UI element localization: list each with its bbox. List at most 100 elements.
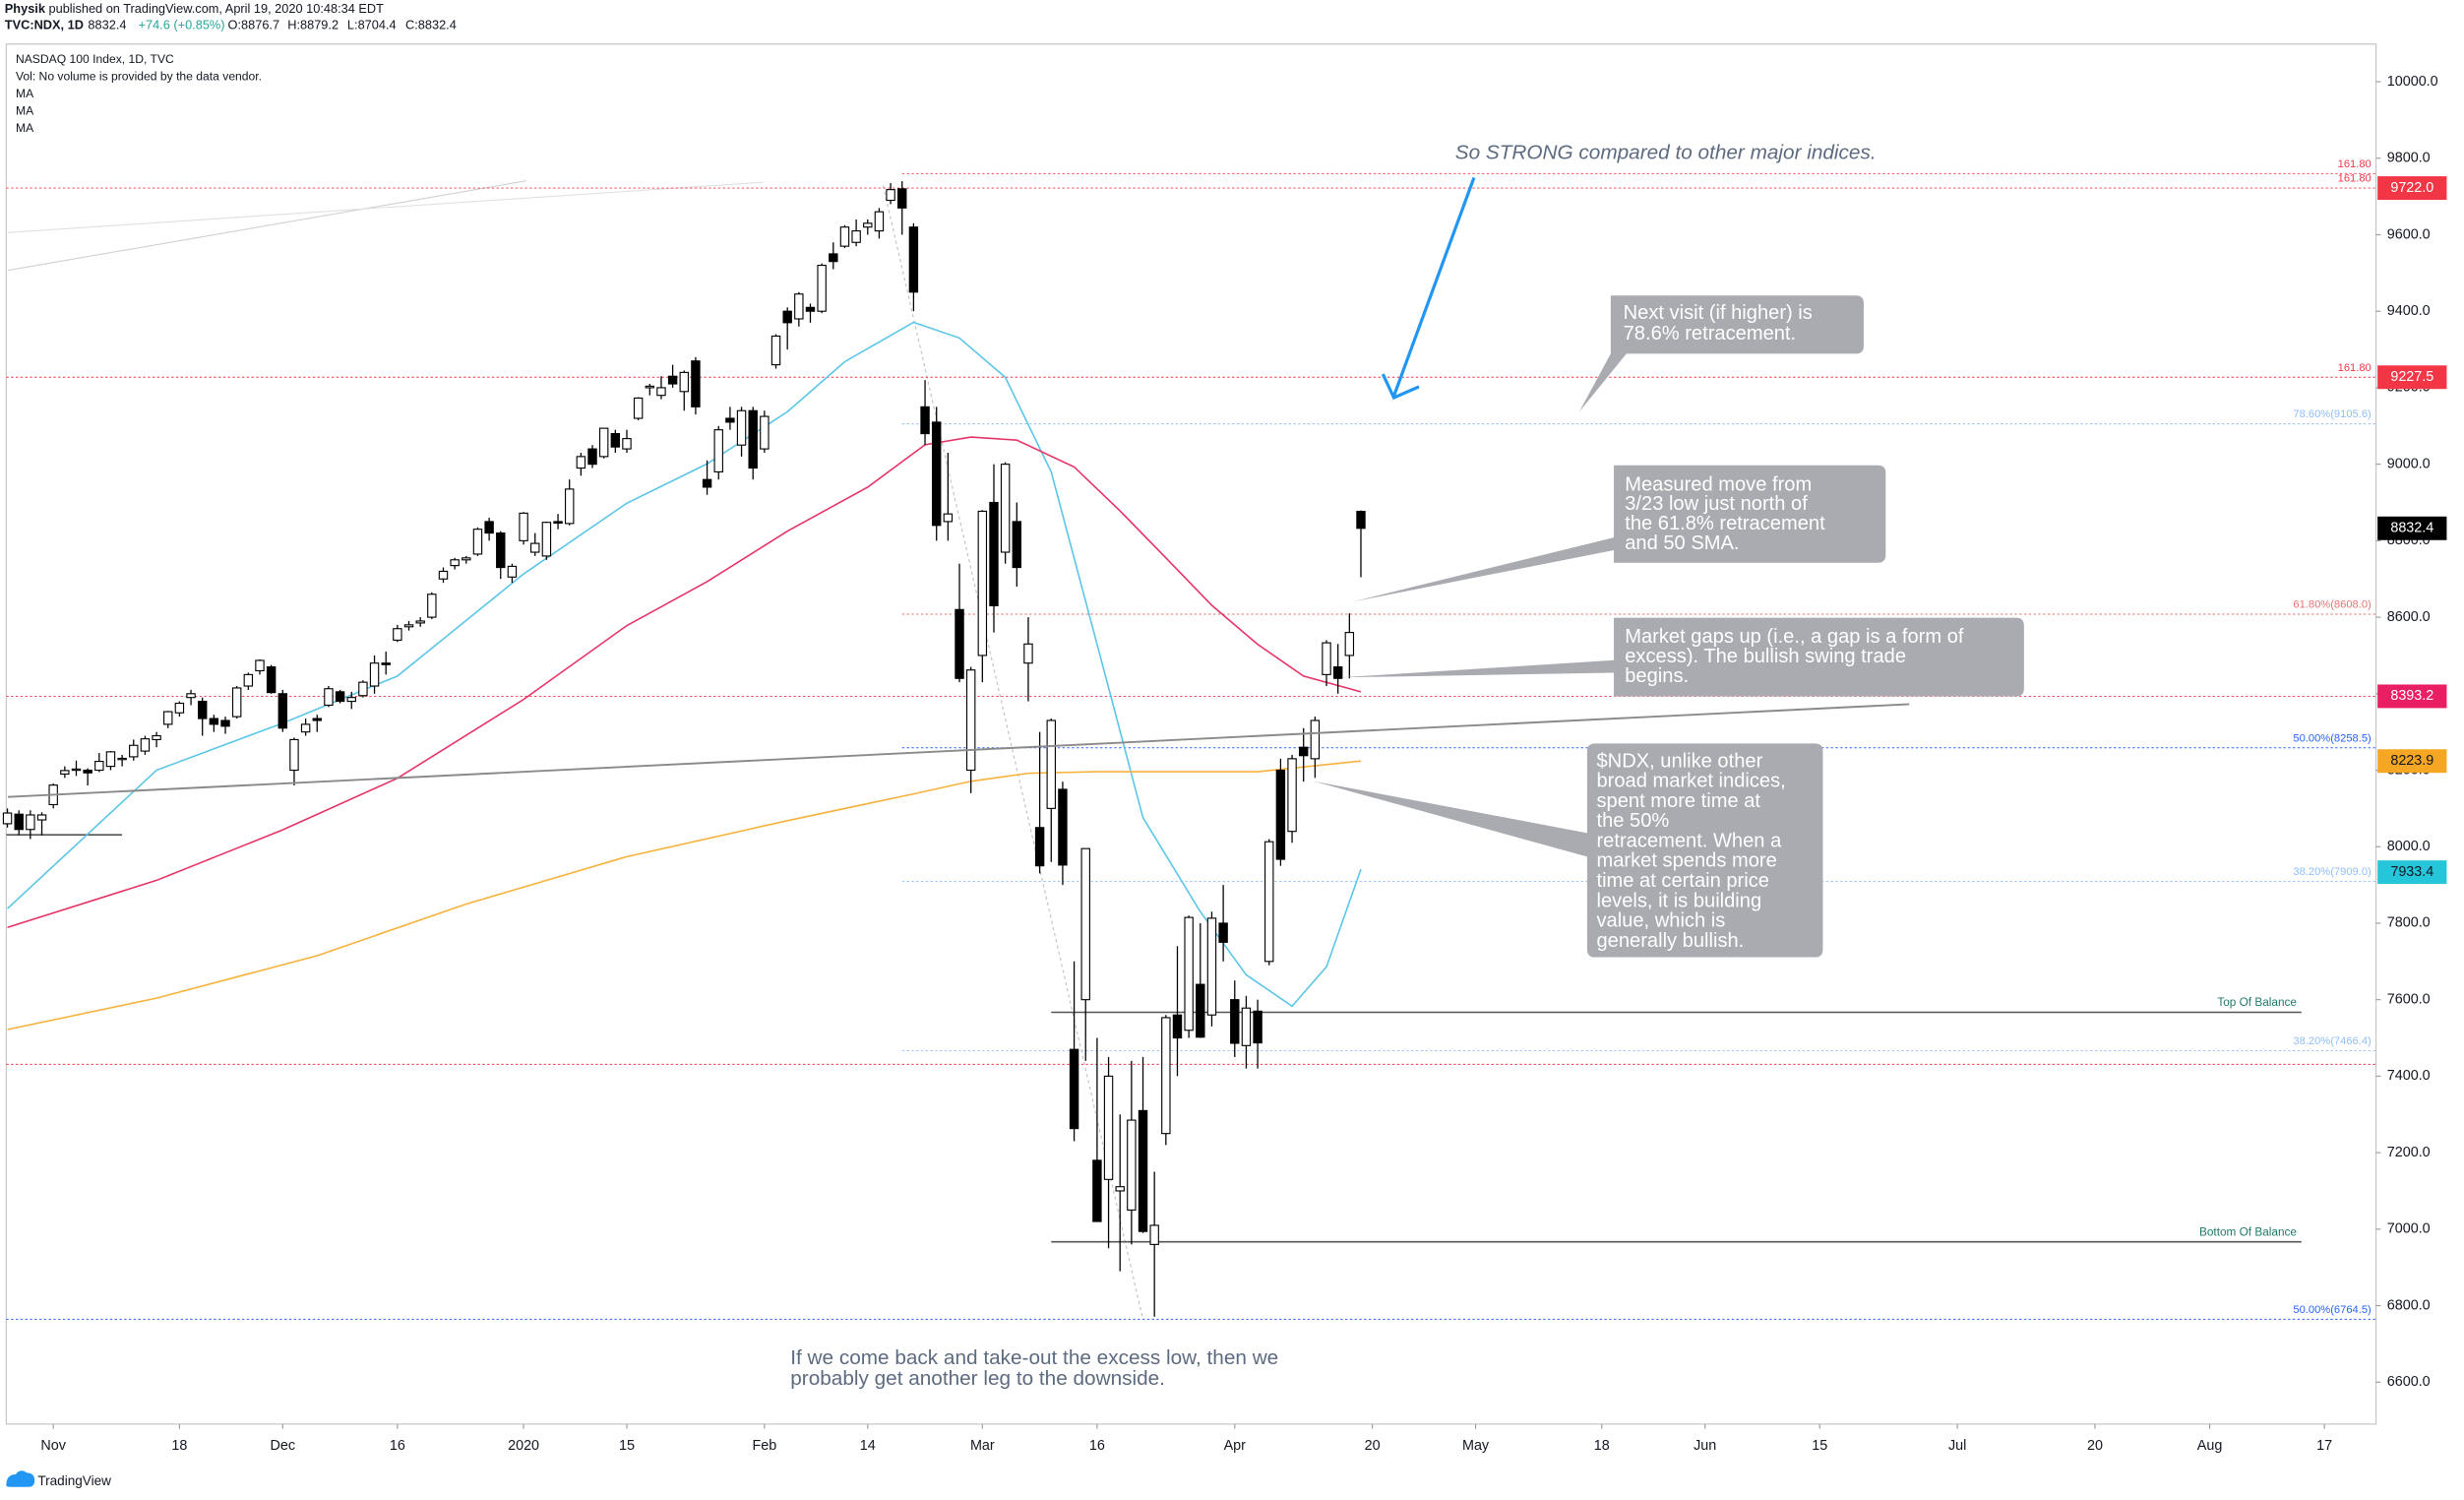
candle-body [610,432,621,448]
candle-body [484,521,494,534]
x-tick-label: 17 [2316,1438,2332,1454]
level-label: 78.60%(9105.6) [2293,408,2372,420]
y-tick-label: 6600.0 [2387,1374,2431,1390]
candle-body [955,608,964,679]
last-price: 8832.4 [88,18,126,32]
candle-body [403,624,414,628]
x-tick-label: 2020 [508,1438,539,1454]
legend-entry: MA [16,104,34,118]
candle-body [886,189,895,202]
candle-body [1069,1048,1079,1130]
callout-box [1314,743,1823,958]
callout-text: excess). The bullish swing trade [1625,646,1906,667]
candle-body [369,662,380,687]
price-badge [2377,516,2447,540]
arrow-head [1381,373,1420,401]
callout-text: Measured move from [1625,473,1812,495]
callout: Market gaps up (i.e., a gap is a form of… [1340,617,2024,697]
candle-body [358,681,368,697]
candle-body [874,211,885,232]
candle-body [1230,999,1240,1044]
candle-body [14,813,24,831]
candle-body [587,448,597,466]
candle-body [943,513,954,523]
candle-body [2,812,13,825]
arrow [1381,176,1476,401]
x-tick-label: 15 [1812,1438,1827,1454]
candle-body [1196,983,1205,1038]
y-tick-label: 7800.0 [2387,915,2431,931]
candle-body [805,306,816,312]
candle-body [324,688,334,707]
candle-body [1161,1017,1171,1135]
callout-text: retracement. When a [1596,830,1782,851]
price-badge [2377,684,2447,709]
y-tick-label: 9800.0 [2387,151,2431,166]
x-tick-label: Nov [40,1438,66,1454]
candle-body [633,397,644,419]
candle-body [1000,464,1011,553]
level-label: 161.80 [2338,362,2372,374]
change: +74.6 (+0.85%) [139,18,225,32]
candle-body [748,409,758,469]
price-badge-label: 7933.4 [2390,864,2433,880]
brand: TradingView [6,1470,111,1488]
brand-logo [6,1470,35,1487]
price-badge-label: 8223.9 [2390,753,2433,769]
candle-body [782,310,792,324]
price-badge [2377,860,2447,885]
candle-body [656,387,666,397]
candle-body [266,666,277,694]
candle-body [1356,510,1366,530]
candle-body [1023,643,1033,664]
candle-body [863,222,873,228]
candle-body [450,559,460,567]
close: C:8832.4 [405,18,457,32]
candle-body [553,521,563,525]
candle-body [541,522,552,557]
x-tick-label: Feb [752,1438,776,1454]
x-tick-label: Jul [1948,1438,1966,1454]
candle-body [702,478,712,488]
candle-body [598,427,609,458]
candle-body [1127,1119,1137,1211]
level-label: 50.00%(8258.5) [2293,732,2372,744]
candle-body [1253,1010,1263,1044]
candle-body [908,226,919,293]
candle-body [1115,1186,1125,1192]
candle-body [576,456,586,469]
price-badge [2377,749,2447,774]
callout-box [1340,617,2024,697]
callout-box [1351,465,1886,602]
price-badge-label: 8393.2 [2390,688,2433,704]
callout-box [1578,295,1864,412]
x-tick-label: 15 [619,1438,635,1454]
candle-body [736,409,747,446]
drawing-line [7,181,763,233]
callout-text: levels, it is building [1596,890,1761,911]
candle-body [1184,916,1194,1031]
candle-body [174,702,185,714]
candle-body [851,230,861,243]
candle-body [713,429,723,472]
level-label: Top Of Balance [2217,995,2297,1009]
published: published on TradingView.com, April 19, … [49,1,385,16]
candle-body [530,542,540,553]
candle-body [36,814,47,821]
price-badge [2377,365,2447,390]
candle-body [989,501,999,606]
callout-text: market spends more [1596,850,1776,872]
candle-body [152,734,161,740]
callout-text: 3/23 low just north of [1625,493,1808,515]
candle-body [839,226,850,247]
callout-text: 78.6% retracement. [1624,323,1797,344]
candle-body [507,565,518,578]
candle-body [760,415,770,450]
y-tick-label: 8600.0 [2387,609,2431,625]
candle-body [519,512,528,541]
callout: Measured move from 3/23 low just north o… [1351,465,1886,602]
candle-body [1092,1159,1102,1222]
candle-body [829,253,838,263]
candle-body [496,532,506,569]
candle-body [163,711,173,725]
